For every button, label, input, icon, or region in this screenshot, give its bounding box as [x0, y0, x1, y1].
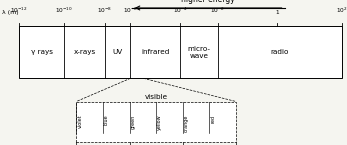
Text: UV: UV [112, 49, 122, 55]
Text: radio: radio [270, 49, 289, 55]
Text: $10^{2}$: $10^{2}$ [336, 6, 347, 15]
Text: micro-
wave: micro- wave [187, 46, 211, 59]
Bar [76, 102, 236, 142]
Text: $10^{-8}$: $10^{-8}$ [97, 6, 112, 15]
Text: higher energy: higher energy [181, 0, 235, 4]
Text: x-rays: x-rays [73, 49, 95, 55]
Text: red: red [210, 115, 215, 123]
Text: blue: blue [104, 115, 109, 125]
Text: orange: orange [184, 115, 189, 132]
Text: visible: visible [145, 94, 168, 100]
Text: yellow: yellow [157, 115, 162, 130]
Text: $10^{-12}$: $10^{-12}$ [10, 6, 28, 15]
Bar [19, 26, 342, 78]
Text: $10^{-2}$: $10^{-2}$ [210, 6, 225, 15]
Text: γ rays: γ rays [31, 49, 53, 55]
Text: $10^{-4}$: $10^{-4}$ [173, 6, 188, 15]
Text: λ (m): λ (m) [2, 10, 18, 15]
Text: 1: 1 [276, 10, 279, 15]
Text: violet: violet [77, 115, 82, 128]
Text: green: green [130, 115, 136, 129]
Text: $10^{-6}$: $10^{-6}$ [123, 6, 138, 15]
Text: infrared: infrared [141, 49, 170, 55]
Text: $10^{-10}$: $10^{-10}$ [55, 6, 73, 15]
